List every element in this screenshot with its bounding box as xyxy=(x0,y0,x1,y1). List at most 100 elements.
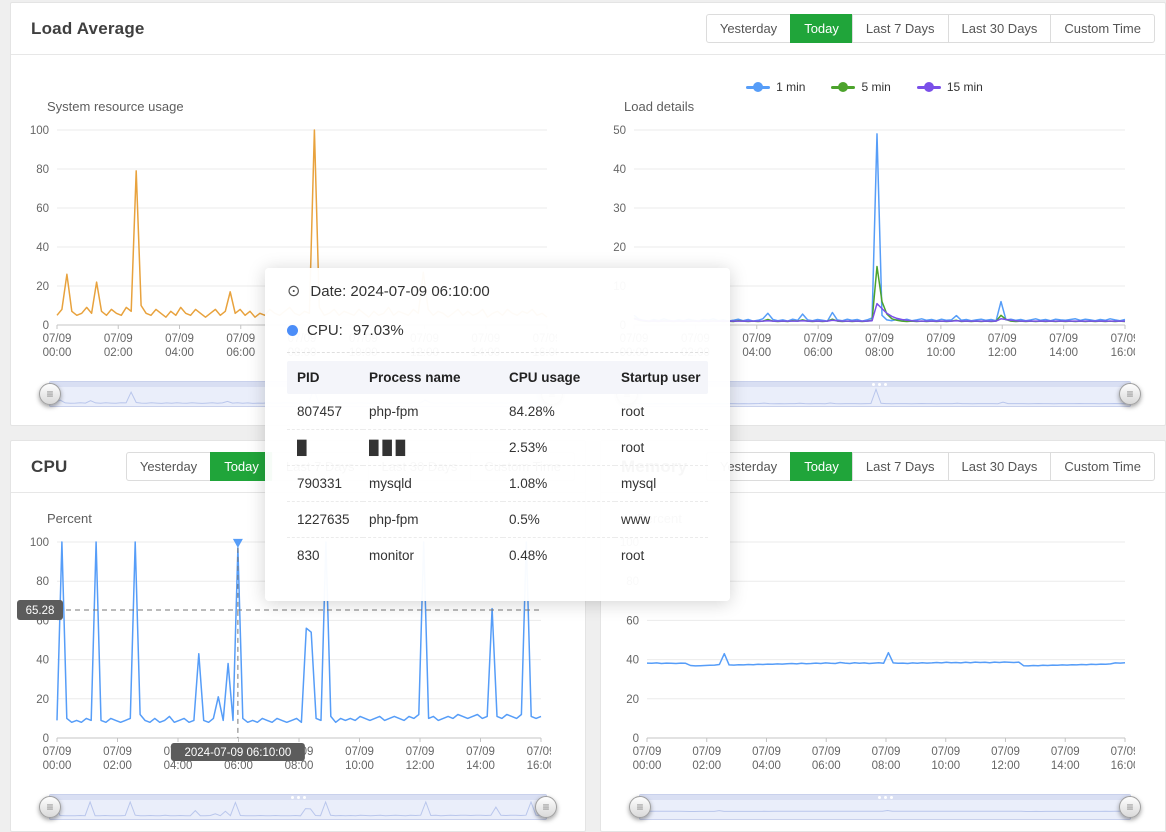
tooltip-header: ⊙ Date: 2024-07-09 06:10:00 xyxy=(265,268,730,310)
svg-text:07/09: 07/09 xyxy=(43,333,72,345)
process-row: 1227635php-fpm0.5%www xyxy=(287,502,708,538)
svg-text:20: 20 xyxy=(36,694,49,706)
svg-text:07/09: 07/09 xyxy=(865,333,894,345)
process-cell: 2.53% xyxy=(503,430,615,466)
svg-text:07/09: 07/09 xyxy=(812,746,841,758)
process-cell: 807457 xyxy=(287,394,363,430)
svg-text:08:00: 08:00 xyxy=(285,760,314,772)
svg-text:16:00: 16:00 xyxy=(1111,760,1135,772)
time-button-last-7-days[interactable]: Last 7 Days xyxy=(852,452,949,481)
svg-text:07/09: 07/09 xyxy=(43,746,72,758)
load-details-legend: 1 min 5 min 15 min xyxy=(594,77,1135,97)
process-cell: mysql xyxy=(615,466,708,502)
svg-text:00:00: 00:00 xyxy=(43,347,72,359)
time-button-today[interactable]: Today xyxy=(790,14,853,43)
legend-marker-icon xyxy=(746,86,770,89)
svg-text:100: 100 xyxy=(30,537,49,549)
svg-text:20: 20 xyxy=(613,242,626,254)
svg-text:40: 40 xyxy=(36,242,49,254)
svg-text:14:00: 14:00 xyxy=(1049,347,1078,359)
svg-text:07/09: 07/09 xyxy=(104,333,133,345)
time-button-yesterday[interactable]: Yesterday xyxy=(706,14,791,43)
time-button-today[interactable]: Today xyxy=(790,452,853,481)
svg-text:16:00: 16:00 xyxy=(527,760,551,772)
datazoom-handle-right[interactable]: ≡ xyxy=(1119,383,1141,405)
svg-text:60: 60 xyxy=(36,203,49,215)
legend-label: 15 min xyxy=(947,80,983,94)
monitor-page: Load Average YesterdayTodayLast 7 DaysLa… xyxy=(0,0,1166,832)
datazoom-slider[interactable]: ≡≡ xyxy=(639,794,1131,820)
time-button-custom-time[interactable]: Custom Time xyxy=(1050,452,1155,481)
svg-text:08:00: 08:00 xyxy=(865,347,894,359)
page-title-load-average: Load Average xyxy=(31,19,145,39)
svg-text:08:00: 08:00 xyxy=(872,760,901,772)
svg-text:10:00: 10:00 xyxy=(926,347,955,359)
datazoom-slider[interactable]: ≡≡ xyxy=(49,794,547,820)
svg-text:04:00: 04:00 xyxy=(742,347,771,359)
svg-text:06:00: 06:00 xyxy=(804,347,833,359)
svg-text:07/09: 07/09 xyxy=(406,746,435,758)
process-cell: mysqld xyxy=(363,466,503,502)
process-row: 790331mysqld1.08%mysql xyxy=(287,466,708,502)
tooltip-col-pid: PID xyxy=(287,361,363,394)
svg-text:06:00: 06:00 xyxy=(224,760,253,772)
svg-text:07/09: 07/09 xyxy=(103,746,132,758)
time-button-custom-time[interactable]: Custom Time xyxy=(1050,14,1155,43)
process-row: ██ █ █2.53%root xyxy=(287,430,708,466)
tooltip-metric-row: CPU: 97.03% xyxy=(265,310,730,352)
process-cell: root xyxy=(615,538,708,574)
time-button-last-7-days[interactable]: Last 7 Days xyxy=(852,14,949,43)
svg-text:80: 80 xyxy=(36,164,49,176)
datazoom-handle-right[interactable]: ≡ xyxy=(1119,796,1141,818)
svg-text:04:00: 04:00 xyxy=(164,760,193,772)
tooltip-col-process-name: Process name xyxy=(363,361,503,394)
legend-label: 5 min xyxy=(861,80,890,94)
tooltip-col-startup-user: Startup user xyxy=(615,361,708,394)
time-button-last-30-days[interactable]: Last 30 Days xyxy=(948,452,1052,481)
time-button-last-30-days[interactable]: Last 30 Days xyxy=(948,14,1052,43)
svg-text:0: 0 xyxy=(43,320,49,332)
chart-tooltip: ⊙ Date: 2024-07-09 06:10:00 CPU: 97.03% … xyxy=(265,268,730,601)
svg-text:12:00: 12:00 xyxy=(406,760,435,772)
svg-text:07/09: 07/09 xyxy=(752,746,781,758)
svg-text:14:00: 14:00 xyxy=(1051,760,1080,772)
svg-text:02:00: 02:00 xyxy=(103,760,132,772)
legend-marker-icon xyxy=(831,86,855,89)
process-cell: monitor xyxy=(363,538,503,574)
svg-text:02:00: 02:00 xyxy=(692,760,721,772)
legend-spacer xyxy=(17,77,557,97)
datazoom-handle-left[interactable]: ≡ xyxy=(629,796,651,818)
svg-text:07/09: 07/09 xyxy=(692,746,721,758)
svg-text:07/09: 07/09 xyxy=(1111,333,1135,345)
process-cell: 790331 xyxy=(287,466,363,502)
time-button-today[interactable]: Today xyxy=(210,452,273,481)
load-average-header: Load Average YesterdayTodayLast 7 DaysLa… xyxy=(11,3,1165,55)
svg-text:12:00: 12:00 xyxy=(991,760,1020,772)
legend-item-5-min[interactable]: 5 min xyxy=(831,80,890,94)
svg-text:07/09: 07/09 xyxy=(165,333,194,345)
process-cell: php-fpm xyxy=(363,502,503,538)
date-icon: ⊙ xyxy=(287,284,300,300)
svg-text:06:00: 06:00 xyxy=(226,347,255,359)
legend-item-1-min[interactable]: 1 min xyxy=(746,80,805,94)
legend-item-15-min[interactable]: 15 min xyxy=(917,80,983,94)
tooltip-table-header-row: PIDProcess nameCPU usageStartup user xyxy=(287,361,708,394)
time-button-yesterday[interactable]: Yesterday xyxy=(126,452,211,481)
process-cell: 830 xyxy=(287,538,363,574)
svg-text:04:00: 04:00 xyxy=(752,760,781,772)
svg-text:00:00: 00:00 xyxy=(43,760,72,772)
datazoom-handle-right[interactable]: ≡ xyxy=(535,796,557,818)
process-cell: █ xyxy=(287,430,363,466)
datazoom-handle-left[interactable]: ≡ xyxy=(39,383,61,405)
datazoom-handle-left[interactable]: ≡ xyxy=(39,796,61,818)
svg-text:20: 20 xyxy=(626,694,639,706)
svg-text:2024-07-09 06:10:00: 2024-07-09 06:10:00 xyxy=(184,747,291,759)
svg-text:100: 100 xyxy=(30,125,49,137)
datazoom-preview xyxy=(50,800,546,819)
svg-text:80: 80 xyxy=(36,576,49,588)
svg-text:0: 0 xyxy=(43,733,49,745)
svg-text:07/09: 07/09 xyxy=(742,333,771,345)
metric-value: 97.03% xyxy=(353,322,404,339)
datazoom-preview xyxy=(640,800,1130,819)
svg-text:06:00: 06:00 xyxy=(812,760,841,772)
